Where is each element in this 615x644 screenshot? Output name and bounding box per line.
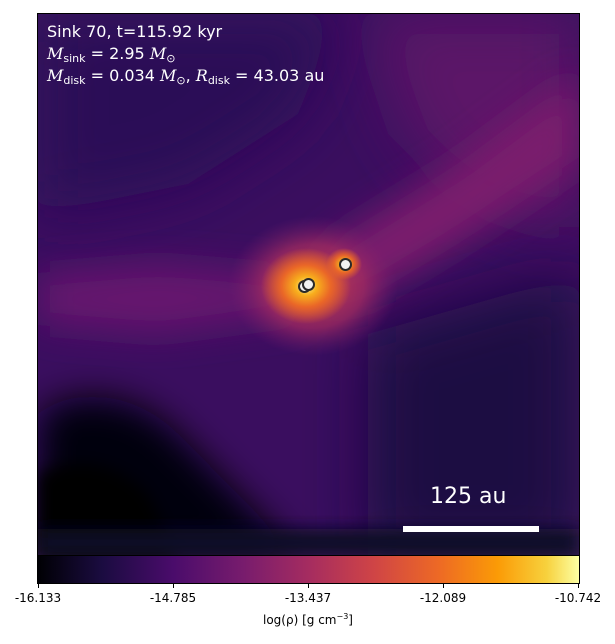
colorbar-tick-label: -12.089 xyxy=(419,591,467,605)
sink-time-label: Sink 70, t=115.92 kyr xyxy=(47,22,223,41)
colorbar xyxy=(37,555,580,584)
disk-properties-label: Mdisk = 0.034 M⊙, Rdisk = 43.03 au xyxy=(47,66,325,87)
sink-mass-label: Msink = 2.95 M⊙ xyxy=(47,44,176,65)
colorbar-tick-label: -14.785 xyxy=(149,591,197,605)
colorbar-tick xyxy=(308,583,309,588)
scale-bar xyxy=(403,526,539,532)
sink-particle xyxy=(302,278,315,291)
colorbar-label: log(ρ) [g cm−3] xyxy=(263,612,353,627)
scale-bar-label: 125 au xyxy=(430,484,507,509)
colorbar-tick xyxy=(173,583,174,588)
density-map: Sink 70, t=115.92 kyr Msink = 2.95 M⊙ Md… xyxy=(37,13,580,557)
density-field-image xyxy=(38,14,579,556)
colorbar-tick-label: -13.437 xyxy=(284,591,332,605)
colorbar-tick xyxy=(578,583,579,588)
colorbar-tick-label: -16.133 xyxy=(14,591,62,605)
colorbar-tick-label: -10.742 xyxy=(554,591,602,605)
sink-particle xyxy=(339,258,352,271)
colorbar-tick xyxy=(38,583,39,588)
colorbar-tick xyxy=(443,583,444,588)
